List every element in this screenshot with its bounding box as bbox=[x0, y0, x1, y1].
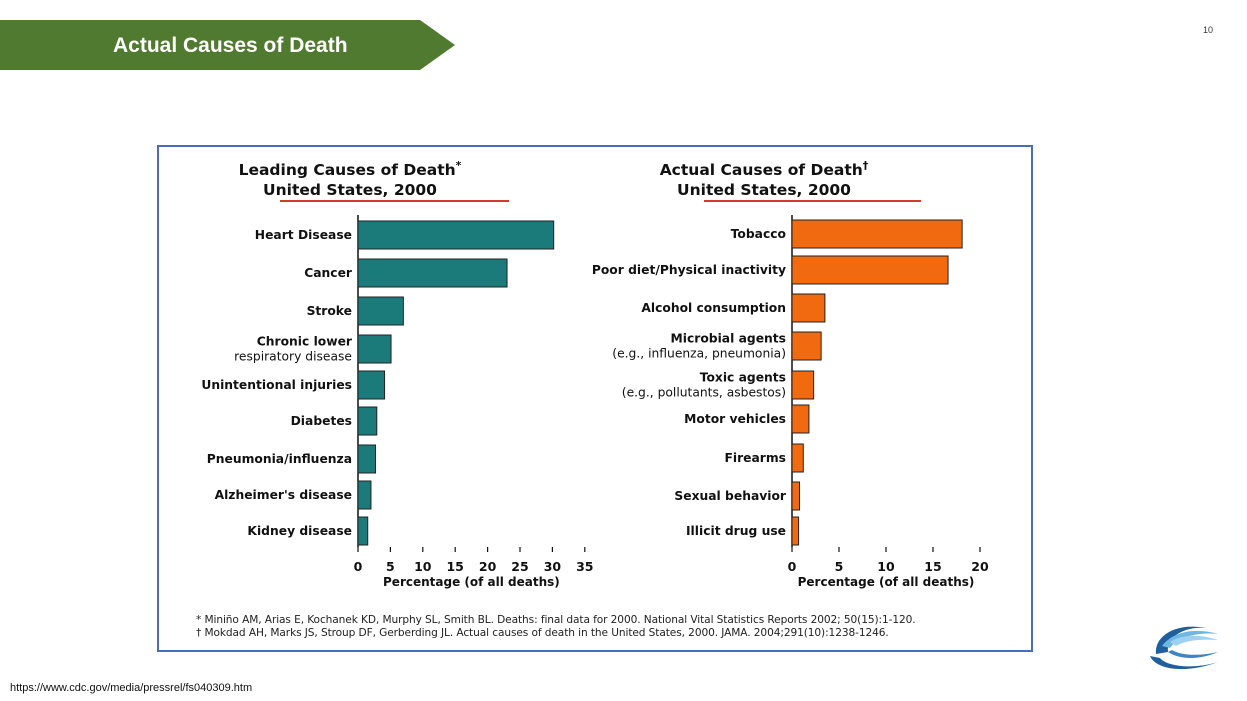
actual-x-tick-label: 5 bbox=[835, 559, 844, 574]
footnote-1: * Miniño AM, Arias E, Kochanek KD, Murph… bbox=[196, 614, 916, 626]
leading-x-tick-label: 0 bbox=[354, 559, 363, 574]
actual-bar bbox=[791, 219, 963, 249]
slide-title: Actual Causes of Death bbox=[113, 34, 348, 57]
leading-category-label: Pneumonia/influenza bbox=[207, 452, 352, 466]
leading-category-label: respiratory disease bbox=[234, 350, 352, 364]
leading-category-label: Alzheimer's disease bbox=[215, 488, 352, 502]
actual-x-tick-label: 0 bbox=[788, 559, 797, 574]
actual-category-label: (e.g., influenza, pneumonia) bbox=[612, 347, 786, 361]
actual-bar bbox=[791, 293, 826, 323]
actual-bar bbox=[791, 443, 804, 473]
leading-bar bbox=[357, 370, 386, 400]
leading-x-tick-label: 30 bbox=[544, 559, 562, 574]
leading-x-tick-label: 5 bbox=[386, 559, 395, 574]
source-url[interactable]: https://www.cdc.gov/media/pressrel/fs040… bbox=[10, 682, 253, 694]
actual-bar bbox=[791, 331, 822, 361]
leading-bar bbox=[357, 258, 508, 288]
actual-category-label: Sexual behavior bbox=[674, 489, 787, 503]
leading-bar bbox=[357, 444, 376, 474]
actual-x-tick-label: 10 bbox=[877, 559, 895, 574]
leading-chart-subtitle: United States, 2000 bbox=[263, 181, 437, 199]
leading-bar bbox=[357, 516, 369, 546]
page-number: 10 bbox=[1203, 25, 1214, 35]
leading-category-label: Unintentional injuries bbox=[201, 378, 352, 392]
actual-category-label: Illicit drug use bbox=[686, 524, 786, 538]
actual-category-label: Poor diet/Physical inactivity bbox=[592, 263, 786, 277]
leading-category-label: Chronic lower bbox=[257, 335, 353, 349]
actual-category-label: Firearms bbox=[724, 451, 786, 465]
leading-category-label: Stroke bbox=[307, 304, 352, 318]
leading-bar bbox=[357, 480, 372, 510]
actual-chart-title: Actual Causes of Death† bbox=[660, 159, 869, 179]
leading-x-tick-label: 35 bbox=[576, 559, 593, 574]
leading-chart-title: Leading Causes of Death* bbox=[239, 159, 462, 179]
leading-category-label: Diabetes bbox=[291, 414, 352, 428]
actual-bar bbox=[791, 516, 800, 546]
leading-bar bbox=[357, 296, 404, 326]
leading-x-axis-label: Percentage (of all deaths) bbox=[383, 575, 560, 589]
leading-category-label: Cancer bbox=[304, 266, 353, 280]
actual-bar bbox=[791, 481, 801, 511]
actual-bar bbox=[791, 370, 815, 400]
actual-category-label: Toxic agents bbox=[700, 371, 786, 385]
leading-x-tick-label: 10 bbox=[414, 559, 432, 574]
leading-bar bbox=[357, 220, 555, 250]
charts-svg: Leading Causes of Death* United States, 2… bbox=[201, 159, 989, 589]
actual-category-label: Motor vehicles bbox=[684, 412, 786, 426]
leading-bar bbox=[357, 406, 378, 436]
organization-logo-icon bbox=[1150, 626, 1218, 670]
actual-category-label: Tobacco bbox=[731, 227, 786, 241]
actual-category-label: Alcohol consumption bbox=[641, 301, 786, 315]
actual-bar bbox=[791, 404, 810, 434]
footnote-2: † Mokdad AH, Marks JS, Stroup DF, Gerber… bbox=[196, 627, 889, 639]
actual-chart-subtitle: United States, 2000 bbox=[677, 181, 851, 199]
chart-frame: Leading Causes of Death* United States, 2… bbox=[157, 145, 1033, 652]
actual-x-axis-label: Percentage (of all deaths) bbox=[798, 575, 975, 589]
actual-x-tick-label: 20 bbox=[971, 559, 989, 574]
actual-category-label: Microbial agents bbox=[671, 332, 786, 346]
actual-bar bbox=[791, 255, 949, 285]
title-banner: Actual Causes of Death bbox=[0, 20, 455, 70]
leading-category-label: Heart Disease bbox=[255, 228, 352, 242]
leading-x-tick-label: 20 bbox=[479, 559, 497, 574]
actual-category-label: (e.g., pollutants, asbestos) bbox=[622, 386, 786, 400]
actual-x-tick-label: 15 bbox=[924, 559, 941, 574]
leading-x-tick-label: 15 bbox=[446, 559, 463, 574]
leading-bar bbox=[357, 334, 392, 364]
leading-category-label: Kidney disease bbox=[247, 524, 352, 538]
leading-x-tick-label: 25 bbox=[511, 559, 528, 574]
